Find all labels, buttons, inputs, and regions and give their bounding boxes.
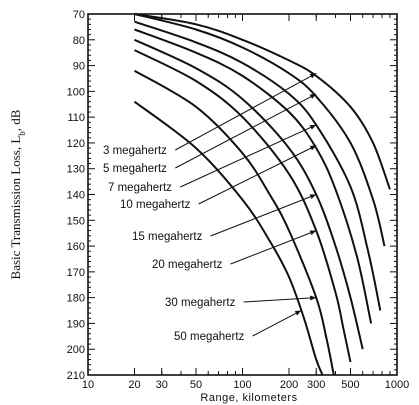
leader-line [243,297,317,303]
series-curves [133,13,391,376]
x-tick-label: 100 [233,379,251,391]
y-tick-label: 160 [67,241,85,253]
leader-arrowhead [309,73,317,79]
series-label-4: 10 megahertz [120,199,191,211]
leader-arrowhead [309,124,317,130]
series-line-1 [134,13,391,190]
x-tick-label: 20 [128,379,140,391]
y-axis-title: Basic Transmission Loss, Lb, dB [8,109,27,279]
series-line-2 [134,13,386,247]
leader-arrowhead [294,310,302,316]
series-label-8: 50 megahertz [174,331,245,343]
series-labels: 3 megahertz 5 megahertz 7 megahertz 10 mega… [103,72,317,343]
series-line-7 [133,69,335,376]
y-tick-label: 90 [73,61,85,73]
leader-arrowhead [310,295,317,301]
leader-line [175,93,317,169]
series-line-3 [134,20,382,311]
leader-line [230,230,317,265]
y-tick-label: 100 [67,86,85,98]
leader-line [175,72,317,151]
x-tick-label: 50 [190,379,202,391]
y-tick-label: 70 [73,9,85,21]
leader-arrowhead [309,194,317,199]
plot-frame [87,13,398,376]
y-tick-label: 210 [67,370,85,382]
axis-ticks: 70 80 90 100 110 120 130 140 150 160 170 180 190 200 2… [67,9,410,391]
y-axis-label: Basic Transmission Loss, Lb, dB [8,109,27,279]
x-tick-label: 10 [82,379,94,391]
leader-arrowhead [309,230,317,236]
x-tick-label: 1000 [385,379,409,391]
leader-arrowhead [309,145,317,151]
y-tick-label: 140 [67,190,85,202]
y-tick-label: 180 [67,293,85,305]
y-tick-label: 80 [73,35,85,47]
series-label-7: 30 megahertz [165,297,236,309]
y-tick-label: 130 [67,164,85,176]
leader-line [252,310,302,337]
series-line-4 [134,28,373,324]
y-tick-label: 110 [67,112,85,124]
leader-arrowhead [309,93,317,99]
plot-border [87,13,398,376]
x-tick-label: 200 [280,379,298,391]
leader-line [210,194,317,237]
y-tick-label: 200 [67,344,85,356]
series-line-6 [134,49,352,363]
series-label-5: 15 megahertz [132,231,203,243]
y-tick-label: 120 [67,138,85,150]
series-line-5 [134,38,364,350]
series-label-1: 3 megahertz [103,145,167,157]
series-label-6: 20 megahertz [152,259,223,271]
series-line-8 [133,100,324,376]
leader-line [198,145,317,205]
y-tick-label: 170 [67,267,85,279]
x-tick-label: 500 [341,379,359,391]
series-label-3: 7 megahertz [108,182,172,194]
series-label-2: 5 megahertz [103,163,167,175]
y-tick-label: 190 [67,318,85,330]
x-tick-label: 30 [156,379,168,391]
x-axis-title: Range, kilometers [200,392,297,404]
x-tick-label: 300 [307,379,325,391]
leader-line [180,124,317,188]
y-tick-label: 150 [67,215,85,227]
